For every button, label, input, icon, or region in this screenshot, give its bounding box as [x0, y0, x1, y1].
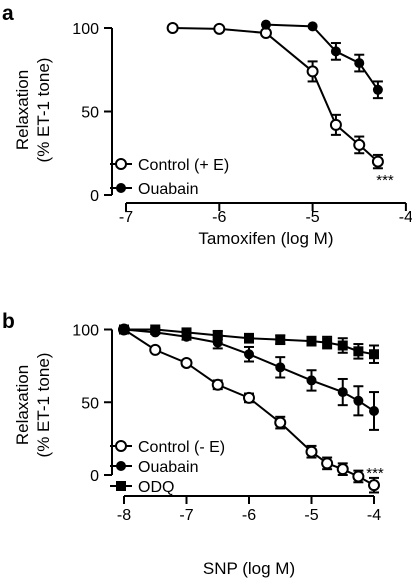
data-point [369, 349, 379, 360]
data-point [352, 470, 365, 483]
data-point [243, 391, 255, 404]
y-tick-label: 0 [90, 188, 99, 205]
data-point [274, 416, 287, 429]
legend-marker [116, 183, 126, 193]
data-point [329, 118, 342, 131]
legend-label: Ouabain [138, 181, 199, 198]
y-axis-title-line1: Relaxation [13, 365, 32, 445]
series-line [123, 328, 375, 412]
data-point [354, 58, 365, 69]
data-point [211, 378, 224, 391]
legend-label: Control (- E) [138, 439, 225, 456]
data-point [307, 21, 318, 32]
x-axis-title: SNP (log M) [203, 559, 295, 578]
x-tick-label: -4 [367, 507, 381, 524]
x-tick-label: -6 [242, 507, 256, 524]
data-point [371, 155, 384, 168]
x-tick-label: -8 [117, 507, 131, 524]
data-point [372, 84, 383, 95]
data-point [244, 349, 254, 360]
legend-marker [116, 461, 126, 471]
y-tick-label: 100 [72, 21, 99, 38]
series-ouabain [260, 19, 383, 100]
x-tick-label: -5 [305, 209, 319, 226]
data-point [330, 46, 341, 57]
x-tick-label: -6 [212, 209, 226, 226]
data-point [337, 387, 348, 398]
legend-label: Control (+ E) [138, 157, 229, 174]
data-point [212, 330, 223, 341]
data-point [353, 346, 364, 357]
x-tick-label: -7 [119, 209, 133, 226]
y-axis-title-line1: Relaxation [13, 70, 32, 150]
y-axis-title: Relaxation (% ET-1 tone) [13, 58, 53, 163]
series-control-e [118, 323, 380, 494]
y-axis-title-line2: (% ET-1 tone) [34, 353, 53, 458]
legend-label: ODQ [138, 479, 174, 496]
y-tick-label: 0 [90, 468, 99, 485]
data-point [353, 138, 366, 151]
data-point [337, 340, 348, 351]
y-tick-label: 50 [81, 395, 99, 412]
series-odq [119, 324, 379, 364]
series-line [265, 23, 379, 91]
x-tick-label: -5 [304, 507, 318, 524]
y-tick-label: 50 [81, 105, 99, 122]
data-point [166, 22, 179, 34]
y-tick-label: 100 [72, 323, 99, 340]
legend-label: Ouabain [138, 459, 199, 476]
series-control-e [166, 22, 384, 170]
data-point [275, 362, 286, 373]
y-axis-title-line2: (% ET-1 tone) [34, 58, 53, 163]
legend: Control (- E) Ouabain ODQ [110, 439, 225, 496]
significance-annotation: *** [376, 172, 394, 189]
legend: Control (+ E) Ouabain [110, 157, 229, 198]
data-point [306, 375, 317, 386]
panel-label: b [2, 310, 15, 333]
data-point [369, 405, 379, 416]
data-point [322, 337, 333, 348]
data-point [336, 463, 349, 476]
x-axis-title: Tamoxifen (log M) [198, 229, 333, 248]
data-point [368, 479, 380, 492]
x-tick-label: -7 [179, 507, 193, 524]
data-point [306, 336, 317, 347]
data-point [306, 65, 319, 78]
data-point [321, 457, 334, 470]
significance-annotation: *** [366, 465, 384, 482]
data-point [275, 334, 286, 345]
data-point [260, 19, 271, 30]
y-axis-title: Relaxation (% ET-1 tone) [13, 353, 53, 458]
data-point [213, 22, 226, 35]
data-point [119, 324, 129, 335]
data-point [244, 333, 254, 344]
data-point [305, 445, 318, 458]
legend-marker [116, 481, 126, 491]
legend-marker [115, 158, 127, 170]
data-point [181, 327, 192, 338]
panel-label: a [2, 2, 14, 25]
data-point [149, 343, 162, 356]
chart-panel-a: a 0 50 100 -7 -6 -5 -4 Relaxation (% ET-1 tone) Ta… [2, 2, 412, 248]
data-point [180, 356, 193, 369]
chart-panel-b: b 0 50 100 -8 -7 -6 -5 -4 Relaxation (% ET-1 tone)… [2, 310, 384, 578]
data-point [353, 395, 364, 406]
series-line [172, 27, 379, 163]
data-point [150, 324, 161, 335]
legend-marker [115, 440, 127, 452]
x-tick-label: -4 [399, 209, 412, 226]
